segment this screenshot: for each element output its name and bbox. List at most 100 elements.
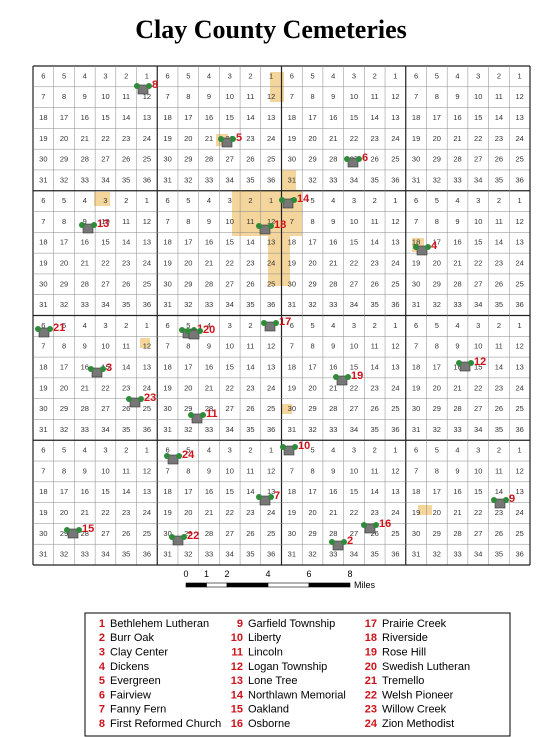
- section-number: 2: [373, 446, 377, 455]
- section-number: 13: [515, 238, 523, 247]
- section-number: 27: [226, 529, 234, 538]
- scale-label: 2: [224, 569, 229, 579]
- marker-tree: [88, 366, 94, 372]
- marker-number: 8: [152, 79, 158, 91]
- section-number: 32: [60, 300, 68, 309]
- marker-number: 4: [431, 240, 438, 252]
- section-number: 17: [60, 487, 68, 496]
- marker-tree: [291, 197, 297, 203]
- legend-name: Zion Methodist: [382, 718, 454, 730]
- section-number: 14: [495, 362, 503, 371]
- section-number: 1: [269, 196, 273, 205]
- section-number: 15: [474, 487, 482, 496]
- section-number: 33: [205, 300, 213, 309]
- cemetery-marker: 2: [329, 535, 353, 551]
- scale-label: 8: [347, 569, 352, 579]
- legend-name: Clay Center: [110, 647, 168, 659]
- section-number: 21: [205, 259, 213, 268]
- section-number: 32: [433, 175, 441, 184]
- section-number: 5: [435, 321, 439, 330]
- section-number: 14: [246, 487, 254, 496]
- marker-number: 11: [206, 408, 218, 420]
- section-number: 16: [329, 362, 337, 371]
- section-number: 6: [290, 321, 294, 330]
- section-number: 29: [184, 279, 192, 288]
- section-number: 8: [186, 217, 190, 226]
- section-number: 21: [205, 383, 213, 392]
- section-number: 24: [267, 508, 275, 517]
- marker-tree: [35, 326, 41, 332]
- section-number: 9: [83, 466, 87, 475]
- section-number: 33: [329, 550, 337, 559]
- section-number: 30: [412, 155, 420, 164]
- legend-number: 23: [365, 704, 377, 716]
- section-number: 12: [515, 217, 523, 226]
- section-number: 18: [39, 113, 47, 122]
- marker-icon: [191, 413, 203, 424]
- legend-number: 12: [231, 661, 243, 673]
- section-number: 10: [226, 92, 234, 101]
- section-number: 17: [60, 113, 68, 122]
- section-number: 31: [39, 550, 47, 559]
- section-number: 14: [122, 238, 130, 247]
- section-number: 30: [163, 529, 171, 538]
- section-number: 29: [60, 404, 68, 413]
- section-number: 26: [122, 404, 130, 413]
- section-number: 29: [433, 155, 441, 164]
- section-number: 21: [205, 508, 213, 517]
- section-number: 18: [412, 238, 420, 247]
- section-number: 21: [453, 134, 461, 143]
- legend-name: Bethlehem Lutheran: [110, 618, 209, 630]
- section-number: 2: [124, 446, 128, 455]
- section-number: 12: [267, 342, 275, 351]
- section-number: 33: [81, 425, 89, 434]
- marker-icon: [137, 84, 149, 95]
- section-number: 12: [143, 342, 151, 351]
- section-number: 6: [166, 446, 170, 455]
- section-number: 28: [453, 404, 461, 413]
- section-number: 26: [495, 155, 503, 164]
- section-number: 19: [163, 508, 171, 517]
- section-number: 20: [60, 259, 68, 268]
- section-number: 21: [453, 508, 461, 517]
- section-number: 12: [143, 466, 151, 475]
- section-number: 11: [371, 217, 379, 226]
- section-number: 22: [101, 259, 109, 268]
- marker-tree: [64, 527, 70, 533]
- section-number: 34: [350, 550, 358, 559]
- section-number: 9: [207, 342, 211, 351]
- section-number: 33: [453, 425, 461, 434]
- section-number: 4: [455, 71, 459, 80]
- legend-number: 6: [99, 689, 105, 701]
- section-number: 24: [143, 508, 151, 517]
- marker-number: 21: [53, 322, 65, 334]
- section-number: 27: [474, 404, 482, 413]
- section-number: 7: [41, 92, 45, 101]
- section-number: 11: [247, 217, 255, 226]
- marker-tree: [197, 328, 203, 334]
- section-number: 20: [308, 259, 316, 268]
- section-number: 15: [226, 362, 234, 371]
- section-number: 20: [308, 134, 316, 143]
- marker-tree: [292, 444, 298, 450]
- marker-number: 9: [509, 493, 515, 505]
- section-number: 24: [515, 383, 523, 392]
- legend-number: 3: [99, 647, 105, 659]
- cemetery-marker: 14: [279, 193, 310, 209]
- section-number: 5: [435, 446, 439, 455]
- section-number: 15: [350, 362, 358, 371]
- legend-number: 2: [99, 632, 105, 644]
- section-number: 16: [205, 113, 213, 122]
- section-number: 25: [143, 155, 151, 164]
- legend-name: Willow Creek: [382, 704, 447, 716]
- marker-icon: [221, 137, 233, 148]
- section-number: 29: [308, 279, 316, 288]
- marker-tree: [100, 366, 106, 372]
- section-number: 19: [412, 508, 420, 517]
- section-number: 26: [122, 155, 130, 164]
- section-number: 17: [433, 113, 441, 122]
- section-number: 36: [515, 425, 523, 434]
- section-number: 2: [248, 321, 252, 330]
- legend-name: Logan Township: [248, 661, 327, 673]
